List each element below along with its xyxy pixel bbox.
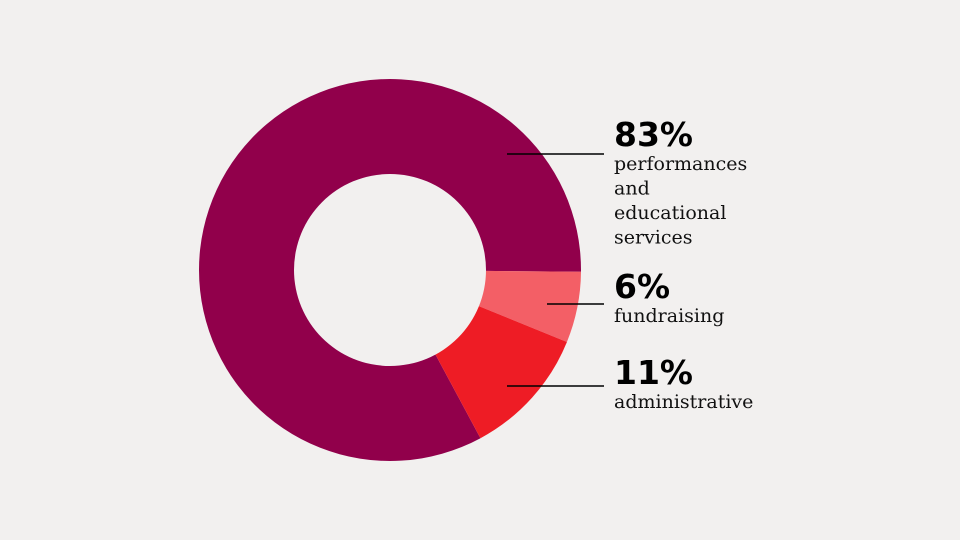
category-label-performances: educational xyxy=(614,202,726,224)
donut-hole xyxy=(294,174,486,366)
value-label-administrative: 11% xyxy=(614,353,693,392)
value-label-fundraising: 6% xyxy=(614,267,670,306)
category-label-fundraising: fundraising xyxy=(614,305,724,327)
category-label-performances: services xyxy=(614,227,693,249)
value-label-performances: 83% xyxy=(614,115,693,154)
category-label-performances: performances xyxy=(614,153,747,175)
category-label-performances: and xyxy=(614,178,650,200)
category-label-administrative: administrative xyxy=(614,391,753,413)
